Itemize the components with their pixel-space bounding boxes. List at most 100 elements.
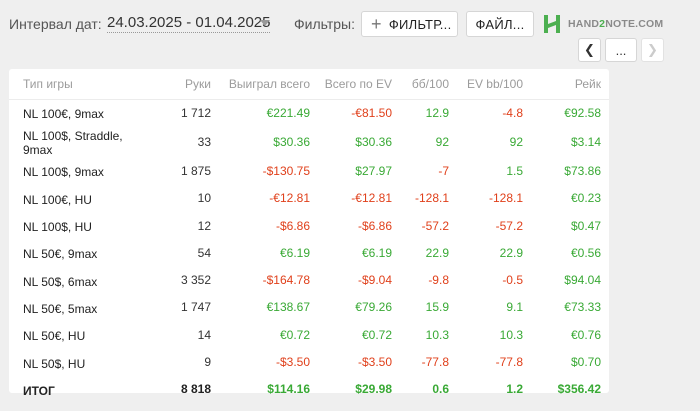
total-won-total: $114.16 [267,382,310,397]
column-header-bb100[interactable]: бб/100 [400,69,457,100]
cell-bb100: -77.8 [421,355,449,370]
cell-ev-total: -€12.81 [351,191,392,206]
chevron-left-icon: ❮ [584,42,595,57]
table-row[interactable]: NL 100$, Straddle, 9max 33 $30.36 $30.36 92 9… [9,126,609,157]
cell-ev-total: $27.97 [355,163,392,178]
table-row[interactable]: NL 100$, HU 12 -$6.86 -$6.86 -57.2 -57.2 $0.47 [9,212,609,239]
cell-ev-bb100: 9.1 [506,300,523,315]
cell-rake: $94.04 [564,273,601,288]
cell-ev-total: -$6.86 [357,218,392,233]
total-ev-total: $29.98 [355,382,392,397]
cell-won-total: -$164.78 [262,273,310,288]
cell-rake: $3.14 [570,134,601,149]
cell-ev-bb100: 10.3 [499,327,523,342]
table-row[interactable]: NL 100€, HU 10 -€12.81 -€12.81 -128.1 -128.1 €… [9,185,609,212]
cell-bb100: 10.3 [425,327,449,342]
cell-rake: $73.86 [564,163,601,178]
cell-ev-bb100: 92 [509,134,523,149]
cell-won-total: €6.19 [279,245,310,260]
add-filter-button-label: ФИЛЬТР... [388,16,452,32]
table-row[interactable]: NL 50$, 6max 3 352 -$164.78 -$9.04 -9.8 -0.5 $… [9,266,609,293]
cell-bb100: -7 [438,163,449,178]
cell-won-total: €221.49 [266,105,310,120]
cell-rake: €0.56 [570,245,601,260]
cell-hands: 54 [197,245,211,260]
cell-ev-bb100: -0.5 [502,273,523,288]
cell-game-type: NL 100$, 9max [23,165,104,180]
cell-game-type: NL 100$, HU [23,220,92,235]
cell-game-type: NL 50€, HU [23,329,86,344]
cell-ev-bb100: -57.2 [495,218,523,233]
table-header-row: Тип игры Руки Выиграл всего Всего по EV … [9,69,609,100]
column-header-rake[interactable]: Рейк [531,69,609,100]
table-row[interactable]: NL 100€, 9max 1 712 €221.49 -€81.50 12.9 -4.8… [9,99,609,126]
cell-ev-bb100: -128.1 [488,191,523,206]
cell-game-type: NL 100€, 9max [23,107,104,122]
game-type-stats-card: Тип игры Руки Выиграл всего Всего по EV … [9,69,609,398]
cell-bb100: -128.1 [414,191,449,206]
table-row[interactable]: NL 50€, HU 14 €0.72 €0.72 10.3 10.3 €0.76 [9,321,609,348]
cell-rake: €73.33 [564,300,601,315]
total-hands: 8 818 [180,382,211,397]
cell-game-type: NL 50€, 5max [23,301,98,316]
cell-game-type: NL 50$, HU [23,356,86,371]
total-bb100: 0.6 [432,382,449,397]
next-page-button[interactable]: ❯ [641,38,664,62]
cell-ev-total: -$3.50 [357,355,392,370]
previous-page-button[interactable]: ❮ [578,38,601,62]
column-header-won-total[interactable]: Выиграл всего [219,69,318,100]
table-row[interactable]: NL 50€, 5max 1 747 €138.67 €79.26 15.9 9.1 €73… [9,294,609,321]
cell-ev-total: €0.72 [361,327,392,342]
column-header-game-type[interactable]: Тип игры [9,69,159,100]
file-button[interactable]: ФАЙЛ... [466,11,534,37]
cell-won-total: -$6.86 [275,218,310,233]
table-row[interactable]: NL 50$, HU 9 -$3.50 -$3.50 -77.8 -77.8 $0.70 [9,348,609,375]
cell-ev-bb100: -4.8 [502,105,523,120]
cell-hands: 9 [204,355,211,370]
cell-bb100: 92 [435,134,449,149]
hand2note-logo-text: HAND2NOTE.COM [568,18,664,30]
cell-rake: €0.76 [570,327,601,342]
cell-hands: 1 875 [180,163,211,178]
chevron-down-icon[interactable] [260,20,270,26]
cell-rake: $0.47 [570,218,601,233]
hand2note-logo-icon [544,15,560,33]
cell-ev-total: -$9.04 [357,273,392,288]
table-row[interactable]: NL 50€, 9max 54 €6.19 €6.19 22.9 22.9 €0.56 [9,239,609,266]
cell-bb100: 12.9 [425,105,449,120]
cell-won-total: -$130.75 [262,163,310,178]
more-pages-button[interactable]: ... [605,38,637,62]
cell-won-total: €0.72 [279,327,310,342]
total-game-type: ИТОГ [23,383,55,398]
cell-won-total: €138.67 [266,300,310,315]
date-range-picker[interactable]: 24.03.2025 - 01.04.2025 [107,14,271,33]
cell-hands: 14 [197,327,211,342]
cell-hands: 1 747 [180,300,211,315]
cell-ev-total: €6.19 [361,245,392,260]
cell-rake: €0.23 [570,191,601,206]
cell-ev-total: $30.36 [355,134,392,149]
date-interval-label: Интервал дат: [9,16,102,32]
cell-ev-bb100: 22.9 [499,245,523,260]
more-pages-label: ... [615,42,627,58]
cell-game-type: NL 50$, 6max [23,274,98,289]
column-header-hands[interactable]: Руки [159,69,219,100]
add-filter-button[interactable]: + ФИЛЬТР... [361,11,458,37]
column-header-ev-bb100[interactable]: EV bb/100 [457,69,531,100]
chevron-right-icon: ❯ [647,42,658,57]
toolbar: Интервал дат: 24.03.2025 - 01.04.2025 Фи… [0,0,700,62]
cell-won-total: -€12.81 [269,191,310,206]
table-total-row: ИТОГ 8 818 $114.16 $29.98 0.6 1.2 $356.42 [9,376,609,403]
cell-game-type: NL 50€, 9max [23,247,98,262]
plus-icon: + [371,14,382,34]
cell-won-total: -$3.50 [275,355,310,370]
table-row[interactable]: NL 100$, 9max 1 875 -$130.75 $27.97 -7 1.5 $73… [9,157,609,184]
column-header-ev-total[interactable]: Всего по EV [318,69,400,100]
cell-hands: 33 [197,134,211,149]
cell-hands: 12 [197,218,211,233]
cell-bb100: 22.9 [425,245,449,260]
cell-bb100: 15.9 [425,300,449,315]
cell-hands: 10 [197,191,211,206]
cell-bb100: -57.2 [421,218,449,233]
cell-rake: $0.70 [570,355,601,370]
